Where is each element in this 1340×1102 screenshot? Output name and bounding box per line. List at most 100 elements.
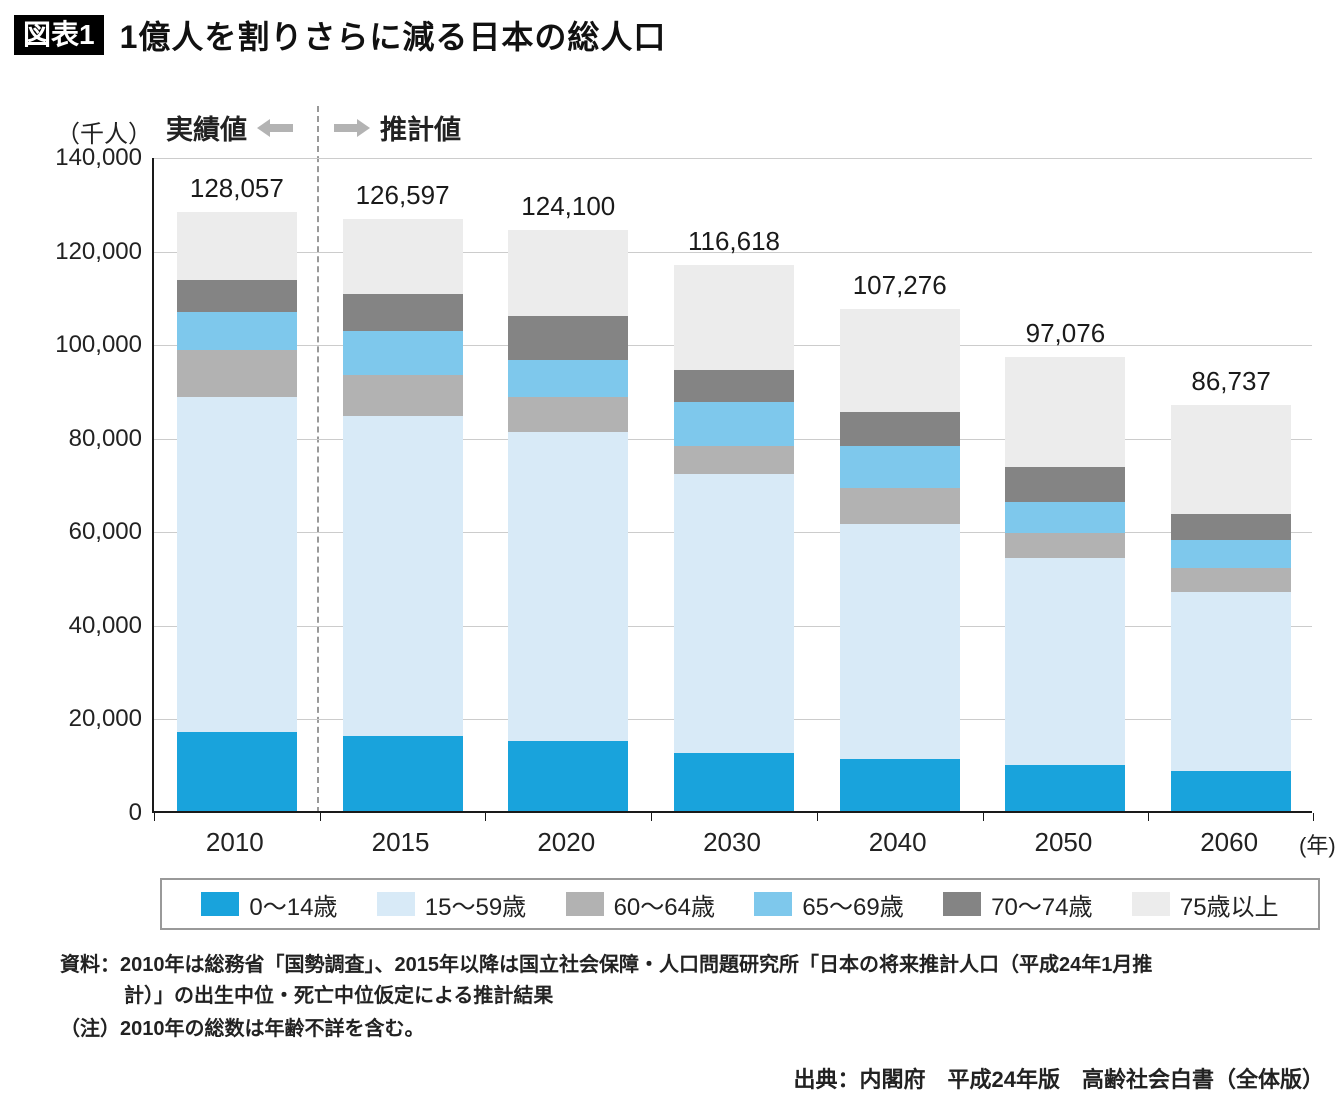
source-text-line2: 計）」の出生中位・死亡中位仮定による推計結果 <box>124 985 554 1007</box>
legend-swatch <box>201 892 240 916</box>
bar-segment <box>839 759 960 811</box>
y-axis-unit-label: （千人） <box>56 121 152 148</box>
bar-segment <box>342 375 463 416</box>
x-axis-tick <box>816 813 818 821</box>
actual-projection-divider <box>317 106 319 813</box>
population-chart: （千人） 実績値 推計値 0 20,000 40,000 60,000 80,000 10… <box>0 90 1340 870</box>
bar-segment <box>176 731 297 811</box>
bar-segment <box>1171 567 1292 593</box>
plot-area: 128,057 126,597 124,100 116,618 107,276 97,07… <box>152 158 1314 821</box>
bar-total-label: 124,100 <box>521 191 616 222</box>
legend-item: 60〜64歳 <box>565 887 715 922</box>
x-axis-label: 2010 <box>205 827 264 857</box>
x-axis-tick <box>1313 813 1314 821</box>
legend-item: 15〜59歳 <box>376 887 526 922</box>
legend-swatch <box>376 892 415 916</box>
bar-total-label: 107,276 <box>852 270 947 301</box>
x-axis-tick <box>982 813 984 821</box>
figure-badge: 図表1 <box>14 15 104 55</box>
y-axis-label: 0 <box>128 799 142 826</box>
source-prefix: 資料： <box>60 954 120 976</box>
bar-segment <box>1005 502 1126 533</box>
bar-segment <box>508 432 629 741</box>
bar-segment <box>176 397 297 732</box>
bar-segment <box>1171 513 1292 540</box>
bar-segment <box>342 330 463 376</box>
source-text-line1: 2010年は総務省「国勢調査」、2015年以降は国立社会保障・人口問題研究所「日… <box>120 954 1153 976</box>
legend-label: 65〜69歳 <box>802 893 904 921</box>
bar-segment <box>342 736 463 811</box>
bar-total-label: 128,057 <box>189 172 284 203</box>
y-axis-label: 100,000 <box>55 331 142 359</box>
x-axis-label: 2040 <box>868 827 927 857</box>
x-axis-tick <box>154 813 155 821</box>
y-axis-label: 40,000 <box>68 611 142 639</box>
gridline <box>154 158 1312 159</box>
legend-item: 75歳以上 <box>1131 887 1279 922</box>
legend-label: 0〜14歳 <box>249 893 338 921</box>
bar-segment <box>839 524 960 760</box>
bar-total-label: 116,618 <box>687 226 781 257</box>
actual-values-annotation: 実績値 <box>166 108 293 147</box>
legend-label: 75歳以上 <box>1179 893 1279 921</box>
bar-segment <box>342 293 463 331</box>
legend-item: 70〜74歳 <box>943 887 1092 922</box>
y-axis-label: 60,000 <box>68 518 142 546</box>
legend-label: 70〜74歳 <box>991 893 1093 921</box>
x-axis-tick <box>485 813 487 821</box>
bar-segment <box>508 316 629 360</box>
bar-segment <box>674 753 794 811</box>
bar-segment <box>508 359 629 398</box>
bar-total-label: 86,737 <box>1191 366 1271 397</box>
legend-label: 60〜64歳 <box>613 893 715 921</box>
bar-segment <box>1171 539 1292 568</box>
figure-title: 1億人を割りさらに減る日本の総人口 <box>119 19 667 55</box>
bar-segment <box>839 309 960 412</box>
x-axis-label: 2030 <box>703 827 761 857</box>
bar-segment <box>674 265 794 371</box>
bar-segment <box>674 401 794 447</box>
bar-segment <box>839 411 960 447</box>
x-axis-label: 2015 <box>371 827 430 857</box>
legend-swatch <box>943 892 982 916</box>
x-axis-tick <box>1148 813 1150 821</box>
bar-segment <box>342 218 463 294</box>
legend-swatch <box>1131 892 1170 916</box>
bar-total-label: 97,076 <box>1025 317 1106 348</box>
bar-total-label: 126,597 <box>355 179 450 210</box>
bar-segment <box>1171 592 1292 772</box>
credit-line: 出典：内閣府 平成24年版 高齢社会白書（全体版） <box>793 1067 1324 1092</box>
bar-segment <box>1005 558 1126 766</box>
y-axis-label: 20,000 <box>68 705 142 733</box>
bar-segment <box>342 415 463 737</box>
left-arrow-icon <box>257 118 293 137</box>
footnotes: 資料：2010年は総務省「国勢調査」、2015年以降は国立社会保障・人口問題研究… <box>60 950 1152 1045</box>
legend-swatch <box>754 892 793 916</box>
actual-values-text: 実績値 <box>166 115 247 145</box>
x-axis-label: 2060 <box>1200 827 1259 857</box>
x-axis-label: 2050 <box>1034 827 1093 857</box>
figure-header: 図表1 1億人を割りさらに減る日本の総人口 <box>14 12 666 58</box>
x-axis-unit-label: (年) <box>1299 833 1336 858</box>
note-line: （注）2010年の総数は年齢不詳を含む。 <box>60 1018 425 1040</box>
legend-item: 65〜69歳 <box>754 887 904 922</box>
bar-segment <box>674 474 794 754</box>
bar-segment <box>839 488 960 525</box>
gridline <box>154 251 1312 253</box>
x-axis-tick <box>319 813 321 821</box>
bar-segment <box>176 350 297 398</box>
bar-segment <box>1005 356 1126 468</box>
x-axis-tick <box>651 813 653 821</box>
bar-segment <box>1005 765 1126 811</box>
bar-segment <box>839 446 960 489</box>
bar-segment <box>508 740 629 811</box>
right-arrow-icon <box>334 118 370 137</box>
legend-swatch <box>565 892 604 916</box>
bar-segment <box>674 446 794 475</box>
y-axis-label: 120,000 <box>55 237 142 265</box>
bar-segment <box>176 211 297 280</box>
projection-values-text: 推計値 <box>380 115 461 145</box>
bar-segment <box>508 397 629 433</box>
bar-segment <box>1171 405 1292 514</box>
